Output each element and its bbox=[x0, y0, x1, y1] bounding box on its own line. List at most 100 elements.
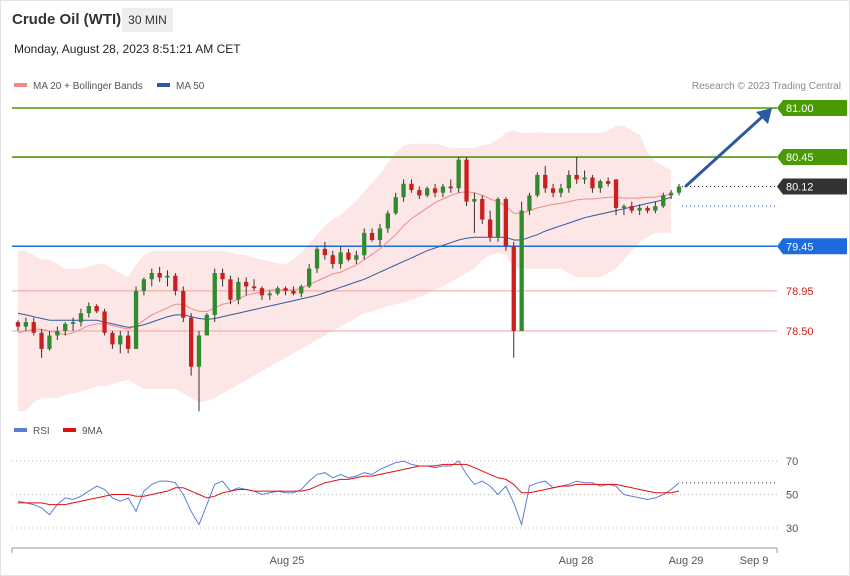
candle-body bbox=[369, 232, 375, 240]
ma50-line bbox=[17, 196, 672, 328]
candle-body bbox=[322, 248, 327, 256]
candle-body bbox=[307, 268, 312, 287]
candle-body bbox=[126, 335, 131, 349]
candle-body bbox=[110, 332, 115, 345]
candle-body bbox=[377, 228, 383, 240]
level-label-81.00: 81.00 bbox=[786, 103, 814, 115]
projection-arrowhead bbox=[756, 108, 772, 124]
candle-body bbox=[606, 181, 611, 184]
candle-body bbox=[598, 181, 603, 189]
level-flag-80.12 bbox=[777, 178, 847, 195]
candle-body bbox=[149, 273, 154, 280]
candle-body bbox=[527, 195, 532, 211]
candle-body bbox=[196, 335, 202, 367]
candle-body bbox=[653, 206, 658, 211]
candle-body bbox=[133, 290, 139, 349]
candle-body bbox=[165, 275, 170, 278]
candle-body bbox=[637, 207, 642, 211]
legend-ma50-label: MA 50 bbox=[176, 81, 205, 92]
ma20-line bbox=[17, 191, 672, 336]
candle-body bbox=[173, 275, 178, 291]
candle-body bbox=[456, 159, 461, 189]
candle-body bbox=[346, 252, 351, 260]
rsi-swatch bbox=[14, 428, 27, 433]
candle-body bbox=[613, 179, 619, 208]
legend-rsi-ma-label: 9MA bbox=[82, 426, 103, 437]
candle-body bbox=[645, 207, 650, 211]
header: Crude Oil (WTI) 30 MIN bbox=[1, 1, 849, 37]
candle-body bbox=[189, 317, 194, 367]
candle-body bbox=[409, 183, 414, 190]
candle-body bbox=[488, 219, 493, 238]
instrument-title: Crude Oil (WTI) bbox=[12, 11, 122, 28]
candle-body bbox=[55, 331, 60, 336]
candle-body bbox=[590, 177, 595, 189]
candle-body bbox=[574, 174, 579, 180]
candle-body bbox=[330, 255, 335, 265]
x-tick-label: Aug 25 bbox=[270, 555, 305, 567]
candle-body bbox=[181, 290, 186, 318]
level-flag-79.45 bbox=[777, 238, 847, 255]
rsi-guide-label-50: 50 bbox=[786, 490, 798, 502]
level-label-80.45: 80.45 bbox=[786, 152, 814, 164]
rsi-guide-label-70: 70 bbox=[786, 456, 798, 468]
candle-body bbox=[440, 186, 446, 193]
candle-body bbox=[63, 323, 68, 331]
candle-body bbox=[338, 252, 343, 265]
candle-body bbox=[432, 188, 438, 193]
candle-body bbox=[519, 210, 524, 331]
rsi-ma-line bbox=[18, 463, 680, 506]
candle-body bbox=[204, 314, 209, 336]
candle-body bbox=[228, 279, 233, 300]
credit-text: Research © 2023 Trading Central bbox=[691, 81, 841, 92]
candle-body bbox=[661, 195, 666, 207]
candle-body bbox=[86, 306, 91, 314]
candle-body bbox=[236, 281, 241, 300]
candle-body bbox=[543, 174, 548, 189]
level-label-79.45: 79.45 bbox=[786, 241, 814, 253]
level-flag-80.45 bbox=[777, 149, 847, 166]
candle-body bbox=[220, 273, 225, 280]
candle-body bbox=[31, 322, 36, 333]
candle-body bbox=[480, 199, 485, 220]
candle-body bbox=[393, 197, 398, 214]
candle-body bbox=[291, 290, 296, 294]
rsi-line bbox=[17, 460, 680, 527]
legend-ma20-label: MA 20 + Bollinger Bands bbox=[33, 81, 143, 92]
level-flag-81.00 bbox=[777, 100, 847, 116]
candle-body bbox=[275, 288, 280, 294]
x-tick-label: Aug 28 bbox=[559, 555, 594, 567]
level-label-78.50: 78.50 bbox=[786, 326, 814, 338]
candle-body bbox=[118, 335, 123, 345]
candle-body bbox=[558, 188, 564, 193]
rsi-ma-swatch bbox=[63, 428, 76, 433]
candle-body bbox=[582, 177, 587, 180]
level-label-78.95: 78.95 bbox=[786, 286, 814, 298]
projection-arrow bbox=[684, 115, 764, 188]
candle-body bbox=[566, 174, 571, 189]
legend-rsi-ma: 9MA bbox=[63, 426, 103, 437]
candle-body bbox=[495, 199, 501, 238]
candle-body bbox=[15, 322, 21, 327]
candle-body bbox=[157, 273, 162, 278]
candle-body bbox=[267, 293, 272, 296]
candle-body bbox=[251, 286, 257, 289]
legend-rsi: RSI bbox=[14, 426, 50, 437]
candle-body bbox=[39, 332, 44, 349]
candle-body bbox=[401, 183, 406, 198]
legend-ma20: MA 20 + Bollinger Bands bbox=[14, 81, 143, 92]
datetime-label: Monday, August 28, 2023 8:51:21 AM CET bbox=[14, 42, 241, 56]
x-tick-label: Sep 9 bbox=[740, 555, 769, 567]
candle-body bbox=[511, 246, 516, 331]
candle-body bbox=[535, 174, 540, 196]
candle-body bbox=[676, 186, 682, 193]
candle-body bbox=[385, 213, 390, 229]
candle-body bbox=[629, 206, 634, 211]
candle-body bbox=[472, 199, 477, 202]
candle-body bbox=[244, 281, 249, 287]
candle-body bbox=[47, 335, 52, 349]
timeframe-button[interactable]: 30 MIN bbox=[122, 8, 173, 32]
candle-body bbox=[283, 288, 288, 291]
